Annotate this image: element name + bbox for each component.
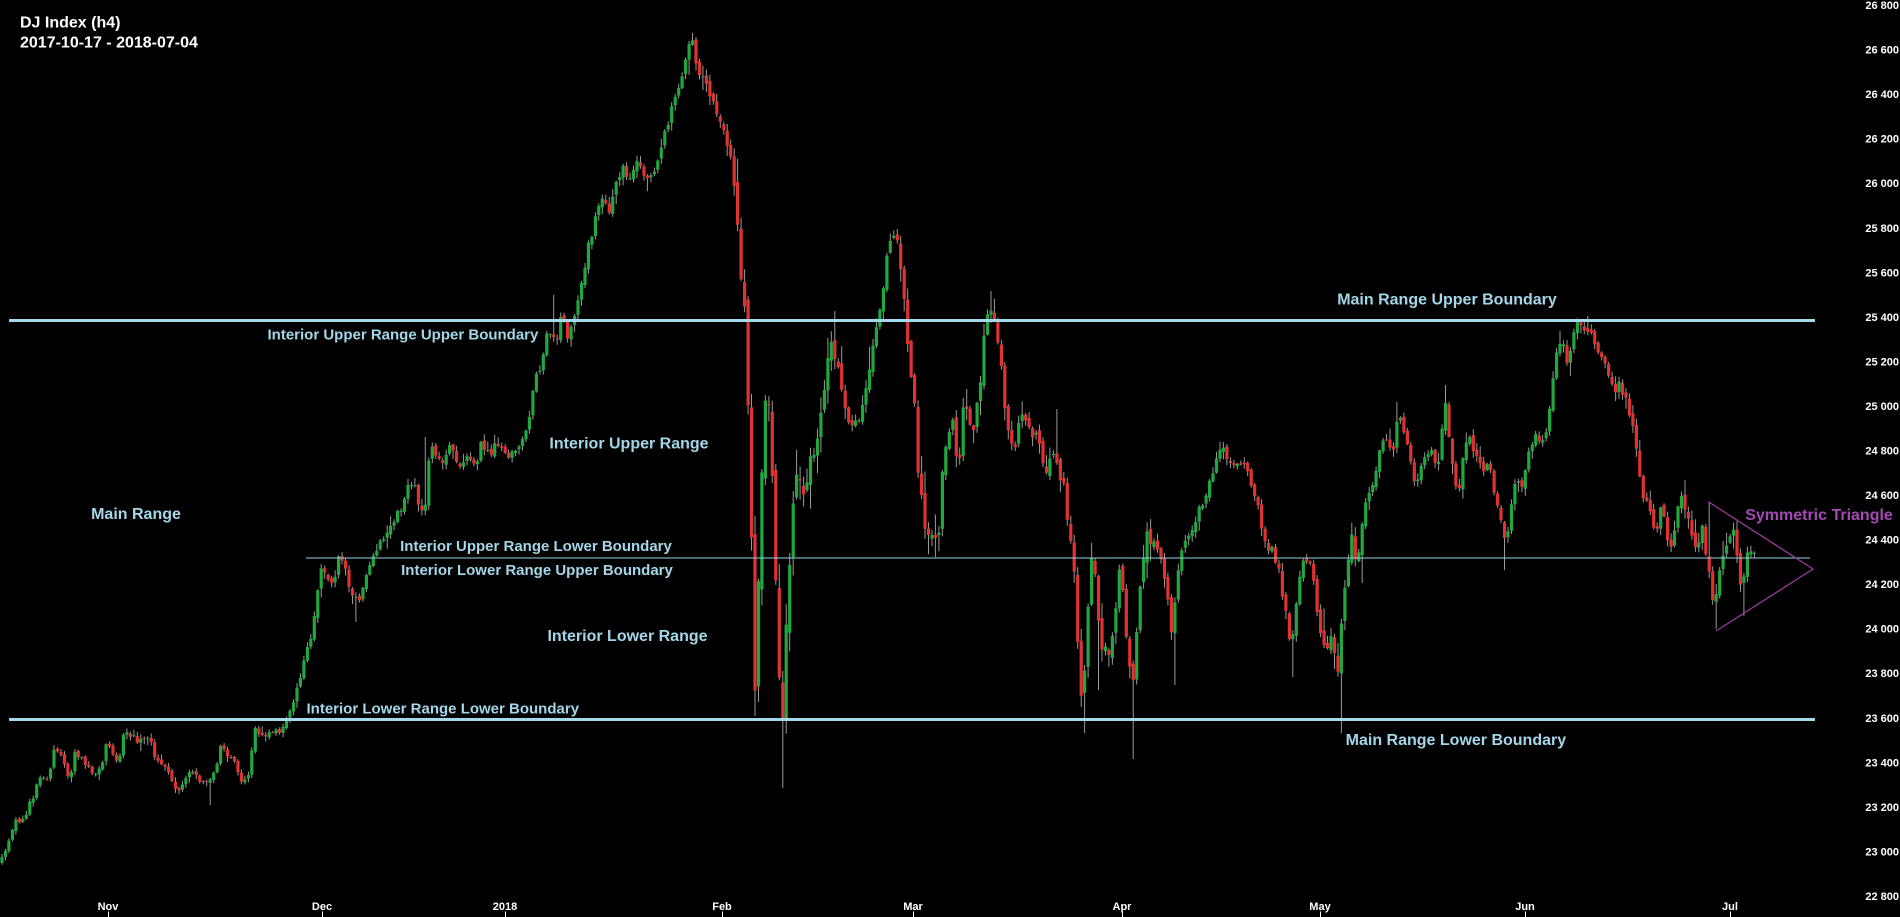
- svg-text:Interior Upper Range Upper Bou: Interior Upper Range Upper Boundary: [268, 326, 540, 343]
- svg-text:Main Range Upper Boundary: Main Range Upper Boundary: [1337, 292, 1557, 309]
- svg-text:Main Range: Main Range: [91, 506, 181, 523]
- svg-text:Mar: Mar: [903, 901, 923, 913]
- svg-text:Interior Upper Range: Interior Upper Range: [549, 436, 708, 453]
- svg-text:Symmetric Triangle: Symmetric Triangle: [1745, 507, 1893, 524]
- svg-text:24 000: 24 000: [1865, 624, 1899, 636]
- svg-text:23 800: 23 800: [1865, 668, 1899, 680]
- svg-text:25 600: 25 600: [1865, 267, 1899, 279]
- svg-text:Jul: Jul: [1722, 901, 1738, 913]
- svg-text:23 200: 23 200: [1865, 802, 1899, 814]
- svg-text:Nov: Nov: [98, 901, 120, 913]
- svg-text:26 200: 26 200: [1865, 134, 1899, 146]
- svg-text:25 400: 25 400: [1865, 312, 1899, 324]
- svg-text:Main Range Lower Boundary: Main Range Lower Boundary: [1346, 732, 1567, 749]
- svg-text:23 600: 23 600: [1865, 713, 1899, 725]
- svg-text:24 400: 24 400: [1865, 535, 1899, 547]
- svg-text:DJ Index (h4): DJ Index (h4): [20, 15, 120, 32]
- svg-text:25 800: 25 800: [1865, 223, 1899, 235]
- svg-text:May: May: [1309, 901, 1331, 913]
- svg-text:26 400: 26 400: [1865, 89, 1899, 101]
- svg-text:2017-10-17 - 2018-07-04: 2017-10-17 - 2018-07-04: [20, 35, 198, 52]
- svg-text:26 600: 26 600: [1865, 45, 1899, 57]
- svg-text:2018: 2018: [493, 901, 517, 913]
- svg-text:24 600: 24 600: [1865, 490, 1899, 502]
- svg-text:24 200: 24 200: [1865, 579, 1899, 591]
- svg-text:22 800: 22 800: [1865, 891, 1899, 903]
- svg-text:23 400: 23 400: [1865, 757, 1899, 769]
- svg-text:26 800: 26 800: [1865, 0, 1899, 12]
- svg-text:Interior Lower Range: Interior Lower Range: [547, 628, 707, 645]
- svg-text:Dec: Dec: [312, 901, 332, 913]
- svg-text:23 000: 23 000: [1865, 847, 1899, 859]
- svg-text:Interior Lower Range Upper Bou: Interior Lower Range Upper Boundary: [401, 562, 673, 579]
- svg-text:Interior Upper Range Lower Bou: Interior Upper Range Lower Boundary: [400, 538, 672, 555]
- svg-text:Jun: Jun: [1515, 901, 1535, 913]
- svg-text:26 000: 26 000: [1865, 178, 1899, 190]
- svg-text:24 800: 24 800: [1865, 446, 1899, 458]
- svg-text:25 200: 25 200: [1865, 356, 1899, 368]
- svg-text:Feb: Feb: [712, 901, 732, 913]
- svg-text:25 000: 25 000: [1865, 401, 1899, 413]
- svg-text:Apr: Apr: [1113, 901, 1133, 913]
- svg-text:Interior Lower Range Lower Bou: Interior Lower Range Lower Boundary: [307, 700, 580, 717]
